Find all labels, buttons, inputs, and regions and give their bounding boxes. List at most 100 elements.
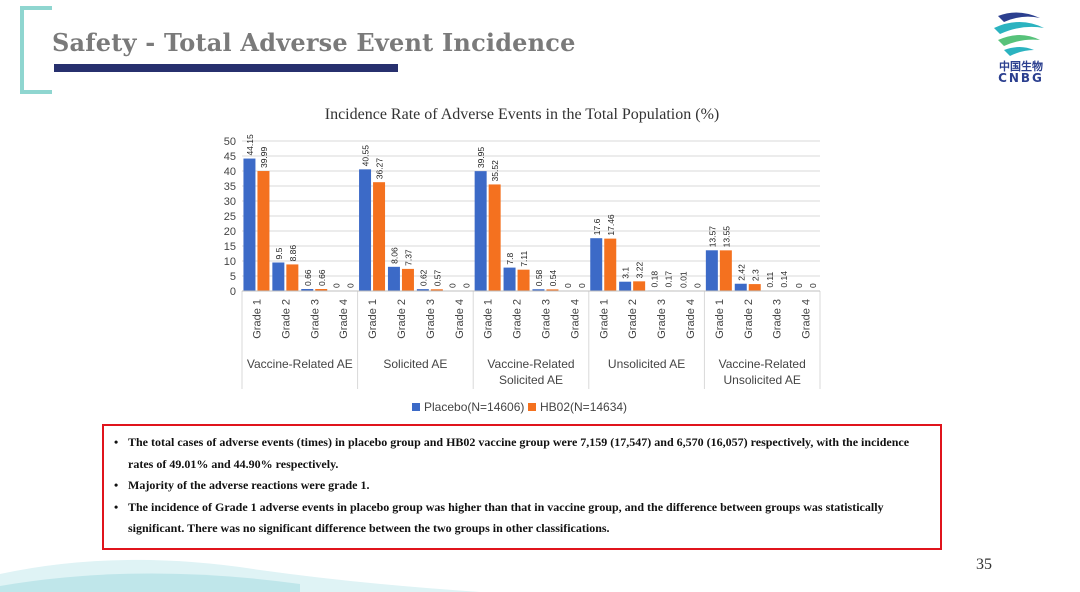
data-label: 0 [692,283,702,288]
group-label: Solicited AE [499,373,563,387]
y-tick-label: 45 [224,151,236,163]
data-label: 0 [346,283,356,288]
y-axis-ticks: 0 5 10 15 20 25 30 35 40 45 50 [224,136,236,298]
x-category-label: Grade 2 [280,299,292,339]
bar-hb02 [546,289,559,291]
x-axis-groups: Vaccine-Related AE Solicited AE Vaccine-Re… [241,290,821,389]
data-label: 0 [461,283,471,288]
bar-placebo [619,281,632,291]
legend-label-placebo: Placebo(N=14606) [424,400,524,414]
group-label: Vaccine-Related [719,357,806,371]
data-label: 7.8 [505,253,515,265]
data-label: 0 [447,283,457,288]
x-category-label: Grade 3 [540,299,552,339]
bar-placebo [503,267,516,291]
data-label: 0.66 [303,269,313,286]
y-tick-label: 35 [224,181,236,193]
y-tick-label: 25 [224,211,236,223]
data-label: 0.14 [779,271,789,288]
bar-placebo [590,238,603,291]
slide-title: Safety - Total Adverse Event Incidence [52,28,576,57]
y-tick-label: 10 [224,256,236,268]
data-label: 7.11 [519,250,529,266]
data-label: 0.18 [650,271,660,288]
bar-placebo [359,169,372,291]
bar-hb02 [517,269,530,291]
x-category-label: Grade 1 [483,299,495,339]
x-category-label: Grade 4 [801,299,813,339]
data-label: 0 [577,283,587,288]
data-label: 39.95 [476,147,486,169]
bar-hb02 [604,238,617,291]
data-label: 3.22 [635,262,645,279]
bar-placebo [387,266,400,291]
data-label: 40.55 [361,145,371,167]
x-category-label: Grade 3 [425,299,437,339]
x-category-label: Grade 4 [454,299,466,339]
x-category-label: Grade 3 [772,299,784,339]
chart-bars [243,158,790,291]
bar-hb02 [748,284,761,291]
bar-placebo [705,250,718,291]
data-label: 9.5 [274,247,284,259]
data-label: 36.27 [375,158,385,180]
data-label: 0 [332,283,342,288]
y-tick-label: 30 [224,196,236,208]
x-category-label: Grade 2 [627,299,639,339]
bar-hb02 [488,184,501,291]
bar-hb02 [633,281,646,291]
chart-title: Incidence Rate of Adverse Events in the … [325,106,719,123]
x-category-label: Grade 1 [367,299,379,339]
data-label: 0.01 [678,271,688,288]
legend-swatch-hb02 [528,403,536,411]
x-category-label: Grade 1 [598,299,610,339]
x-category-label: Grade 4 [685,299,697,339]
data-label: 0.62 [418,269,428,286]
key-findings-box: The total cases of adverse events (times… [102,424,942,550]
data-label: 35.52 [490,160,500,182]
finding-majority-grade-1: Majority of the adverse reactions were g… [114,475,926,497]
group-label: Solicited AE [383,357,447,371]
x-category-label: Grade 1 [714,299,726,339]
y-tick-label: 15 [224,241,236,253]
group-label: Vaccine-Related AE [247,357,353,371]
x-category-label: Grade 4 [569,299,581,339]
x-category-label: Grade 3 [309,299,321,339]
data-label: 0.11 [765,271,775,287]
data-label: 0 [808,283,818,288]
x-category-label: Grade 3 [656,299,668,339]
group-label: Unsolicited AE [724,373,801,387]
decorative-bracket [20,6,52,94]
bar-hb02 [286,264,299,291]
bar-placebo [301,289,314,291]
bar-hb02 [257,171,270,291]
data-label: 2.42 [736,264,746,281]
y-tick-label: 20 [224,226,236,238]
chart-gridlines [242,140,820,292]
legend-label-hb02: HB02(N=14634) [540,400,627,414]
data-label: 3.1 [621,267,631,279]
page-number: 35 [976,556,992,573]
data-label: 0 [563,283,573,288]
x-category-label: Grade 4 [338,299,350,339]
bar-placebo [243,158,256,291]
x-category-label: Grade 2 [743,299,755,339]
y-tick-label: 40 [224,166,236,178]
legend-swatch-placebo [412,403,420,411]
x-category-label: Grade 1 [251,299,263,339]
group-label: Unsolicited AE [608,357,685,371]
y-tick-label: 5 [230,271,236,283]
data-label: 17.46 [606,214,616,236]
title-underline-bar [54,64,398,72]
data-label: 17.6 [592,218,602,235]
data-label: 2.3 [750,269,760,281]
data-label: 0.66 [317,269,327,286]
data-label: 0.58 [534,269,544,286]
adverse-event-bar-chart: Incidence Rate of Adverse Events in the … [224,106,821,414]
data-label: 7.37 [403,249,413,266]
data-label: 8.86 [288,245,298,262]
bar-hb02 [373,182,386,291]
data-label: 0.54 [548,270,558,287]
y-tick-label: 50 [224,136,236,148]
